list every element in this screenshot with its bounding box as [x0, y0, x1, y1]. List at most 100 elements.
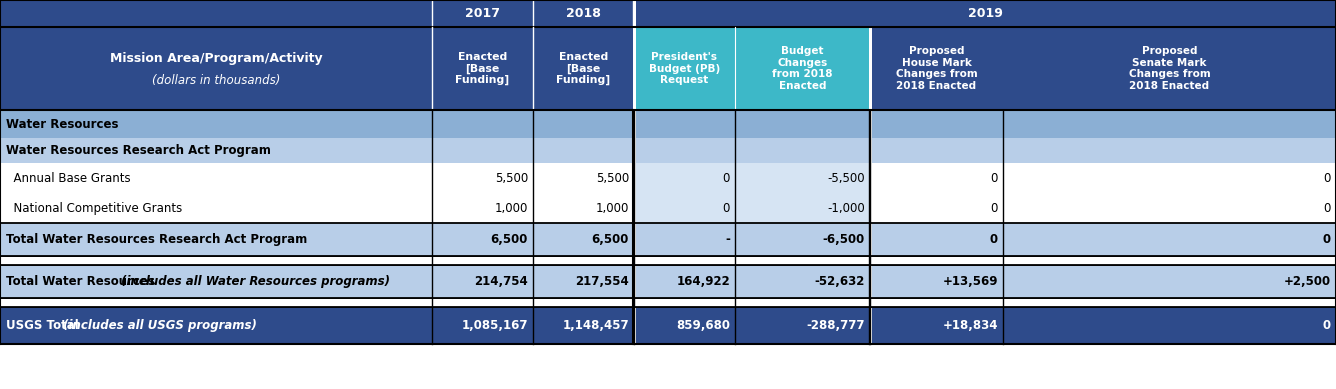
Bar: [0, 163, 432, 193]
Bar: [1003, 110, 1336, 138]
Text: Budget
Changes
from 2018
Enacted: Budget Changes from 2018 Enacted: [772, 46, 832, 91]
Text: -6,500: -6,500: [823, 233, 864, 246]
Bar: [432, 110, 533, 138]
Bar: [533, 138, 635, 163]
Bar: [870, 138, 1003, 163]
Bar: [432, 307, 533, 344]
Text: -: -: [725, 233, 729, 246]
Bar: [870, 256, 1003, 265]
Text: 2018: 2018: [566, 7, 601, 20]
Bar: [635, 298, 735, 307]
Text: Total Water Resources Research Act Program: Total Water Resources Research Act Progr…: [5, 233, 307, 246]
Bar: [868, 110, 871, 344]
Bar: [1003, 298, 1336, 307]
Bar: [635, 0, 1336, 27]
Text: 1,000: 1,000: [494, 202, 528, 214]
Bar: [635, 27, 735, 110]
Bar: [635, 307, 735, 344]
Text: 0: 0: [1324, 172, 1331, 184]
Text: 5,500: 5,500: [596, 172, 629, 184]
Text: 164,922: 164,922: [676, 275, 729, 288]
Bar: [735, 138, 870, 163]
Text: 0: 0: [990, 172, 998, 184]
Text: 0: 0: [1323, 319, 1331, 332]
Text: 6,500: 6,500: [490, 233, 528, 246]
Text: Total Water Resources: Total Water Resources: [5, 275, 155, 288]
Bar: [0, 298, 432, 307]
Bar: [0, 138, 432, 163]
Text: 0: 0: [723, 172, 729, 184]
Text: -5,500: -5,500: [827, 172, 864, 184]
Bar: [635, 223, 735, 256]
Bar: [735, 256, 870, 265]
Bar: [635, 110, 735, 138]
Text: Annual Base Grants: Annual Base Grants: [5, 172, 131, 184]
Bar: [635, 163, 735, 193]
Bar: [432, 163, 533, 193]
Bar: [1003, 138, 1336, 163]
Bar: [870, 110, 1003, 138]
Text: 0: 0: [1323, 233, 1331, 246]
Bar: [432, 223, 533, 256]
Bar: [1003, 27, 1336, 110]
Text: +18,834: +18,834: [942, 319, 998, 332]
Text: +13,569: +13,569: [942, 275, 998, 288]
Bar: [870, 27, 1003, 110]
Bar: [632, 110, 636, 344]
Bar: [635, 256, 735, 265]
Bar: [533, 110, 635, 138]
Bar: [533, 265, 635, 298]
Text: -52,632: -52,632: [815, 275, 864, 288]
Bar: [735, 193, 870, 223]
Text: 1,085,167: 1,085,167: [461, 319, 528, 332]
Bar: [632, 0, 636, 27]
Text: 5,500: 5,500: [494, 172, 528, 184]
Text: Proposed
Senate Mark
Changes from
2018 Enacted: Proposed Senate Mark Changes from 2018 E…: [1129, 46, 1210, 91]
Bar: [432, 298, 533, 307]
Text: -288,777: -288,777: [807, 319, 864, 332]
Text: Water Resources: Water Resources: [5, 117, 119, 130]
Bar: [533, 27, 635, 110]
Bar: [0, 256, 432, 265]
Bar: [1003, 265, 1336, 298]
Text: 6,500: 6,500: [592, 233, 629, 246]
Text: 1,000: 1,000: [596, 202, 629, 214]
Bar: [635, 193, 735, 223]
Bar: [533, 307, 635, 344]
Bar: [533, 298, 635, 307]
Bar: [635, 138, 735, 163]
Bar: [870, 193, 1003, 223]
Bar: [533, 256, 635, 265]
Text: National Competitive Grants: National Competitive Grants: [5, 202, 182, 214]
Bar: [870, 265, 1003, 298]
Bar: [870, 223, 1003, 256]
Bar: [868, 27, 871, 110]
Bar: [0, 0, 1336, 27]
Bar: [870, 163, 1003, 193]
Bar: [1003, 223, 1336, 256]
Bar: [533, 193, 635, 223]
Bar: [0, 110, 432, 138]
Text: Enacted
[Base
Funding]: Enacted [Base Funding]: [456, 52, 509, 85]
Bar: [432, 193, 533, 223]
Bar: [735, 223, 870, 256]
Bar: [0, 193, 432, 223]
Text: Water Resources Research Act Program: Water Resources Research Act Program: [5, 144, 271, 157]
Bar: [735, 110, 870, 138]
Bar: [432, 138, 533, 163]
Bar: [0, 307, 432, 344]
Bar: [635, 265, 735, 298]
Bar: [432, 0, 533, 27]
Bar: [1003, 256, 1336, 265]
Text: 859,680: 859,680: [676, 319, 729, 332]
Bar: [0, 265, 432, 298]
Text: Mission Area/Program/Activity: Mission Area/Program/Activity: [110, 52, 322, 65]
Bar: [1003, 163, 1336, 193]
Bar: [735, 163, 870, 193]
Text: 2017: 2017: [465, 7, 500, 20]
Text: 0: 0: [723, 202, 729, 214]
Bar: [735, 307, 870, 344]
Bar: [870, 307, 1003, 344]
Text: President's
Budget (PB)
Request: President's Budget (PB) Request: [649, 52, 720, 85]
Bar: [870, 298, 1003, 307]
